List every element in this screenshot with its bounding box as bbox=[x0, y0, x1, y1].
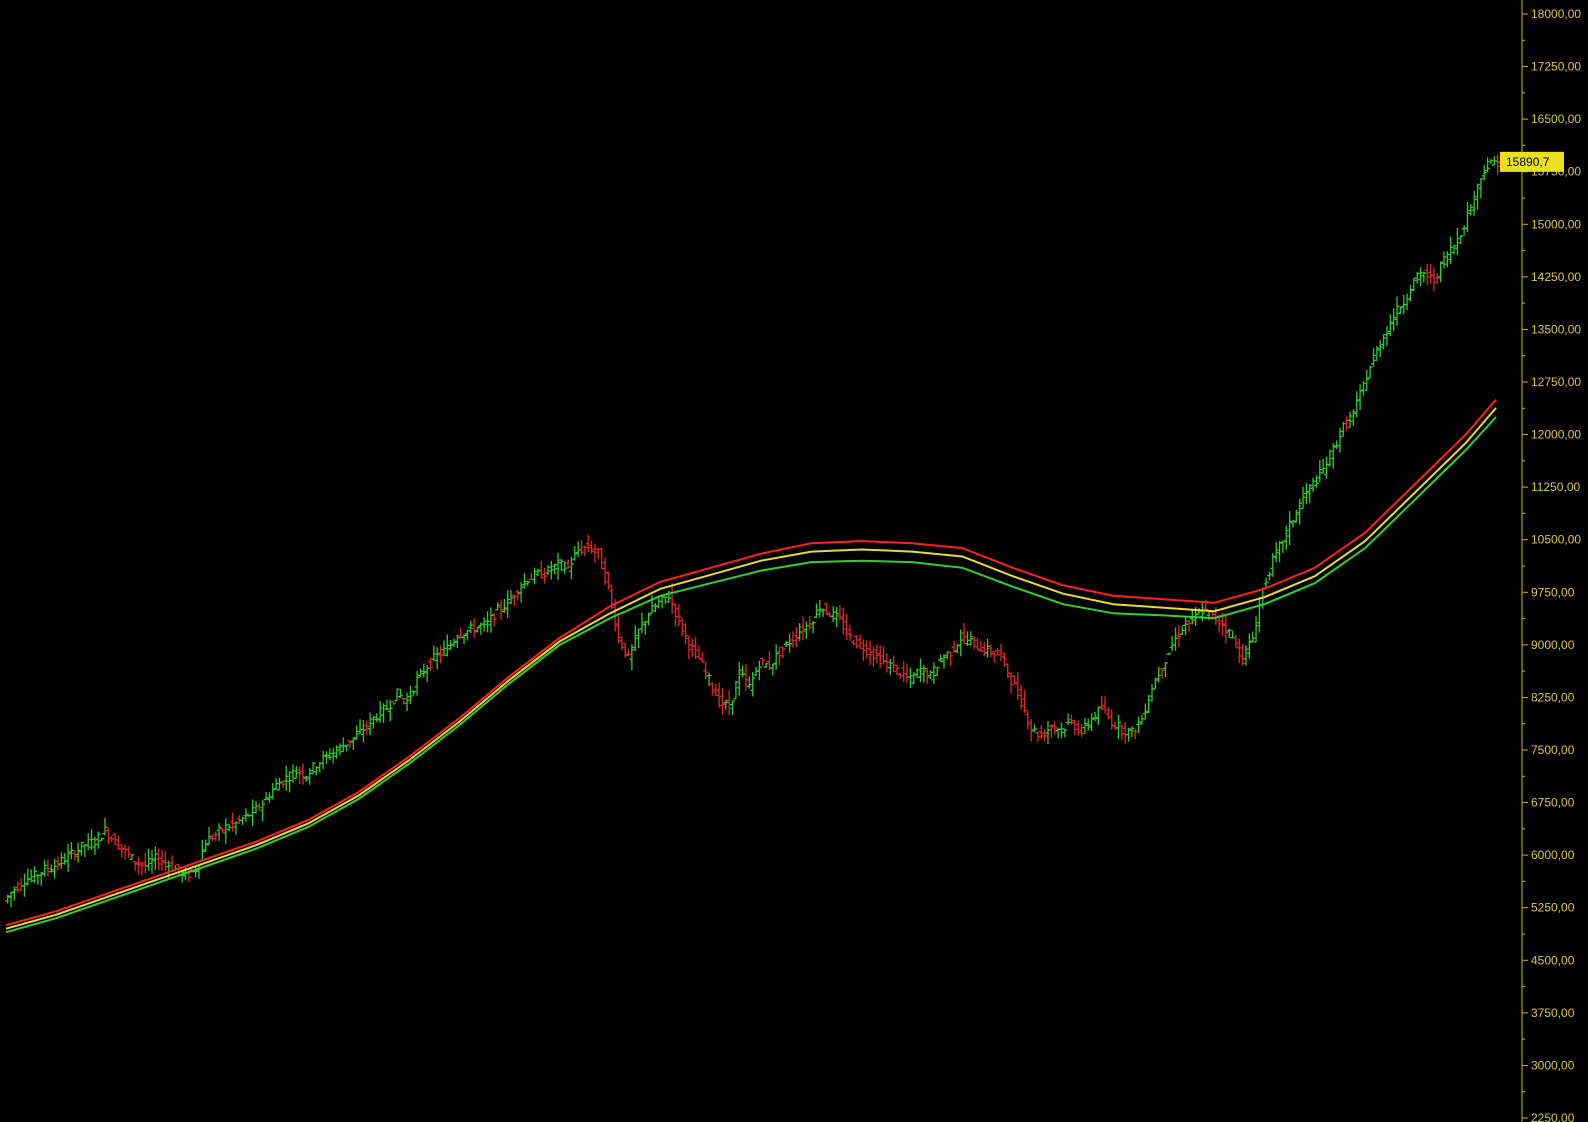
y-tick-label: 11250,00 bbox=[1531, 480, 1580, 494]
y-tick-label: 3000,00 bbox=[1531, 1058, 1575, 1072]
y-tick-label: 18000,00 bbox=[1531, 7, 1581, 21]
envelope-line-1 bbox=[5, 398, 1497, 927]
last-price-box bbox=[1500, 151, 1564, 172]
envelope-lines bbox=[5, 398, 1497, 934]
y-tick-label: 12000,00 bbox=[1531, 428, 1581, 442]
y-tick-label: 8250,00 bbox=[1531, 690, 1575, 704]
y-tick-label: 10500,00 bbox=[1531, 533, 1581, 547]
y-tick-label: 9000,00 bbox=[1531, 638, 1575, 652]
y-tick-label: 14250,00 bbox=[1531, 270, 1581, 284]
y-tick-label: 12750,00 bbox=[1531, 375, 1581, 389]
envelope-line-3 bbox=[5, 416, 1497, 934]
y-tick-label: 2250,00 bbox=[1531, 1111, 1575, 1122]
y-tick-label: 13500,00 bbox=[1531, 322, 1581, 336]
y-tick-label: 6750,00 bbox=[1531, 796, 1575, 810]
y-tick-label: 5250,00 bbox=[1531, 901, 1575, 915]
y-tick-label: 3750,00 bbox=[1531, 1006, 1575, 1020]
y-tick-label: 15000,00 bbox=[1531, 217, 1581, 231]
price-bars bbox=[5, 154, 1507, 908]
y-tick-label: 4500,00 bbox=[1531, 953, 1575, 967]
y-tick-label: 9750,00 bbox=[1531, 585, 1575, 599]
last-price-marker: 15890,7 bbox=[1496, 151, 1564, 172]
y-tick-label: 16500,00 bbox=[1531, 112, 1581, 126]
y-tick-label: 6000,00 bbox=[1531, 848, 1575, 862]
y-axis: 18000,0017250,0016500,0015750,0015000,00… bbox=[1522, 7, 1581, 1122]
last-price-label: 15890,7 bbox=[1506, 155, 1550, 169]
y-tick-label: 7500,00 bbox=[1531, 743, 1575, 757]
envelope-line-2 bbox=[5, 407, 1497, 930]
y-tick-label: 17250,00 bbox=[1531, 60, 1581, 74]
